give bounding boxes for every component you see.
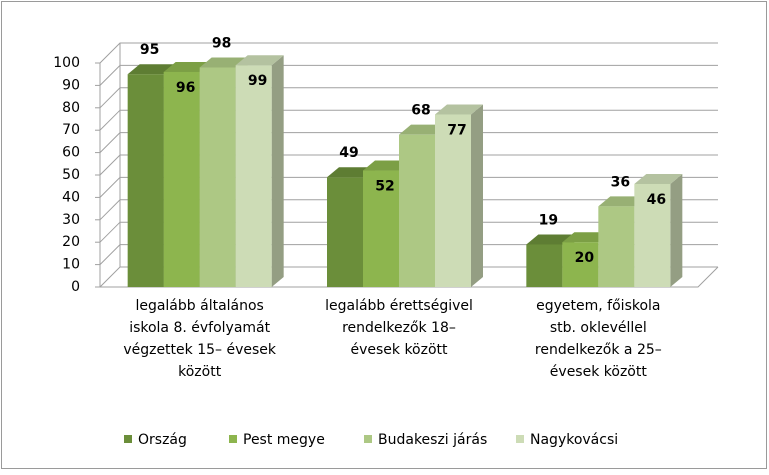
value-label: 49 — [339, 145, 358, 161]
value-label: 96 — [176, 80, 195, 96]
bar-top — [199, 57, 248, 68]
y-tick-label: 100 — [53, 55, 80, 71]
y-tick-label: 40 — [62, 189, 80, 205]
value-label: 52 — [375, 179, 394, 195]
bar-front — [127, 74, 164, 287]
legend-swatch — [229, 435, 237, 443]
x-tick-label: stb. oklevéllel — [550, 320, 647, 336]
y-tick-label: 10 — [62, 257, 80, 273]
value-label: 95 — [140, 42, 159, 58]
bar — [634, 173, 683, 287]
grid-line — [99, 199, 718, 221]
x-tick-label: egyetem, főiskola — [536, 298, 660, 314]
bar-side — [271, 55, 284, 287]
grid-line — [99, 87, 718, 109]
x-tick-label: iskola 8. évfolyamát — [129, 320, 270, 336]
x-tick-label: évesek között — [350, 342, 448, 358]
y-tick-label: 50 — [62, 167, 80, 183]
bar-front — [327, 177, 363, 287]
x-tick-label: legalább általános — [135, 298, 263, 314]
value-label: 98 — [212, 35, 231, 51]
x-tick-label: között — [178, 364, 222, 380]
y-tick-label: 80 — [62, 100, 80, 116]
grid-line — [99, 266, 718, 288]
grid-line — [99, 109, 718, 131]
grid-line — [99, 64, 718, 86]
bar-front — [363, 170, 399, 287]
y-tick-label: 30 — [62, 212, 80, 228]
bar-front — [235, 65, 272, 288]
x-tick-label: rendelkezők a 25– — [535, 342, 662, 358]
y-tick-label: 60 — [62, 145, 80, 161]
y-tick-label: 70 — [62, 122, 80, 138]
bar — [435, 104, 483, 288]
legend-label: Pest megye — [243, 432, 325, 448]
bar-top — [127, 64, 176, 75]
bar-front — [163, 71, 200, 288]
bar-top — [526, 234, 575, 245]
legend-label: Nagykovácsi — [530, 432, 618, 448]
legend-label: Ország — [138, 432, 187, 448]
bar-front — [634, 183, 671, 287]
bar-front — [199, 67, 236, 287]
bar-top — [435, 104, 483, 115]
value-label: 68 — [411, 103, 430, 119]
bar-side — [471, 104, 483, 288]
bar-front — [562, 242, 599, 287]
grid-line — [99, 176, 718, 198]
legend-swatch — [516, 435, 524, 443]
value-label: 99 — [248, 73, 267, 89]
legend-swatch — [364, 435, 372, 443]
bar-side — [670, 173, 683, 287]
bar-front — [526, 244, 563, 287]
grid-line — [99, 42, 718, 64]
grid-line — [99, 132, 718, 153]
y-tick-label: 20 — [62, 234, 80, 250]
value-label: 19 — [539, 212, 558, 228]
grid-line — [99, 244, 718, 265]
x-tick-label: rendelkezők 18– — [342, 320, 456, 336]
x-tick-label: évesek között — [550, 364, 648, 380]
legend-swatch — [124, 435, 132, 443]
grid-line — [99, 221, 718, 243]
x-tick-label: végzettek 15– évesek — [123, 342, 277, 358]
y-tick-label: 0 — [71, 279, 80, 295]
x-tick-label: legalább érettségivel — [325, 298, 473, 314]
bar-front — [598, 206, 635, 287]
legend-label: Budakeszi járás — [378, 432, 487, 448]
value-label: 77 — [447, 123, 466, 139]
bar-front — [435, 114, 471, 288]
grid-line — [99, 154, 718, 176]
value-label: 46 — [647, 192, 666, 208]
bar-top — [634, 173, 683, 184]
bar-front — [399, 134, 435, 287]
value-label: 36 — [611, 174, 630, 190]
y-tick-label: 90 — [62, 77, 80, 93]
floor — [100, 266, 719, 288]
value-label: 20 — [575, 250, 595, 266]
bar — [235, 55, 284, 288]
bar-top — [235, 55, 284, 66]
